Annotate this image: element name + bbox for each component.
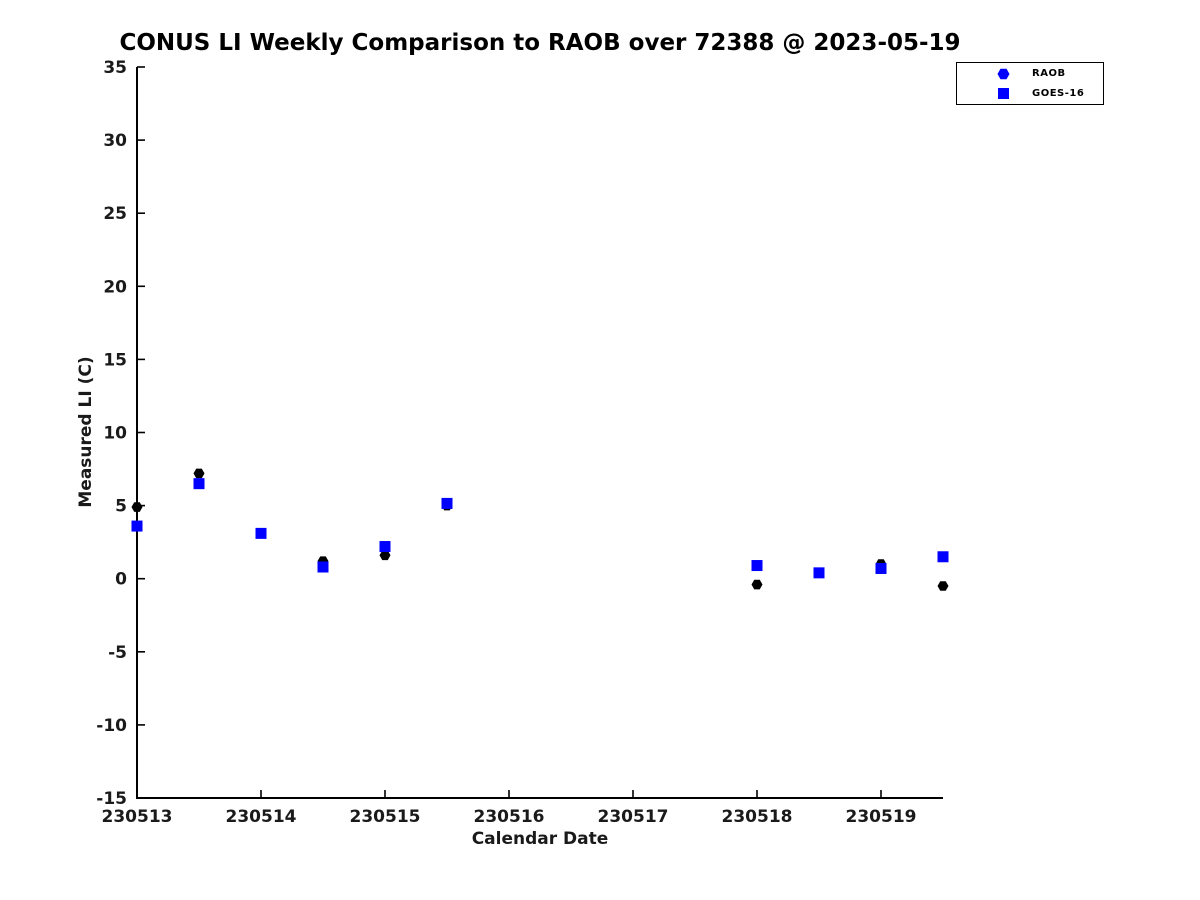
y-tick-label: 5 [115,497,127,517]
x-tick-label: 230514 [226,807,297,827]
data-point-goes16 [193,478,205,490]
data-point-goes16 [255,527,267,539]
x-tick-label: 230516 [474,807,545,827]
y-tick-label: 0 [115,570,127,590]
data-point-raob [751,579,763,590]
y-tick-label: 25 [103,204,127,224]
y-tick-label: 20 [103,277,127,297]
legend-label-raob: RAOB [1032,68,1066,80]
y-axis-label-text: Measured LI (C) [76,356,96,508]
y-tick-label: -10 [96,716,127,736]
chart-title: CONUS LI Weekly Comparison to RAOB over … [119,30,961,56]
goes16-legend-marker-icon [995,86,1011,100]
x-tick-label: 230519 [846,807,917,827]
data-point-goes16 [937,551,949,563]
legend-label-goes16: GOES-16 [1032,87,1085,99]
legend-item-raob: RAOB [957,65,1103,83]
y-tick-label: -15 [96,789,127,809]
x-tick-label: 230517 [598,807,669,827]
axis-spines [136,67,943,799]
data-point-raob [131,502,143,512]
x-tick-label: 230518 [722,807,793,827]
data-point-raob [937,581,949,591]
legend-box: RAOB GOES-16 [956,62,1104,105]
data-point-goes16 [751,560,763,572]
raob-legend-marker-icon [995,67,1011,81]
y-tick-label: -5 [108,643,127,663]
data-point-goes16 [379,541,391,553]
data-point-goes16 [875,562,887,574]
y-tick-label: 15 [103,350,127,370]
data-point-goes16 [813,567,825,579]
data-point-goes16 [317,561,329,573]
data-point-goes16 [441,497,453,509]
data-point-goes16 [131,520,143,532]
legend-item-goes16: GOES-16 [957,84,1103,102]
data-point-raob [193,468,205,479]
y-tick-label: 30 [103,131,127,151]
data-point-raob [379,550,391,561]
x-axis-label: Calendar Date [471,829,609,849]
y-tick-label: 10 [103,424,127,444]
x-tick-label: 230515 [350,807,421,827]
y-tick-label: 35 [103,58,127,78]
x-tick-label: 230513 [102,807,173,827]
